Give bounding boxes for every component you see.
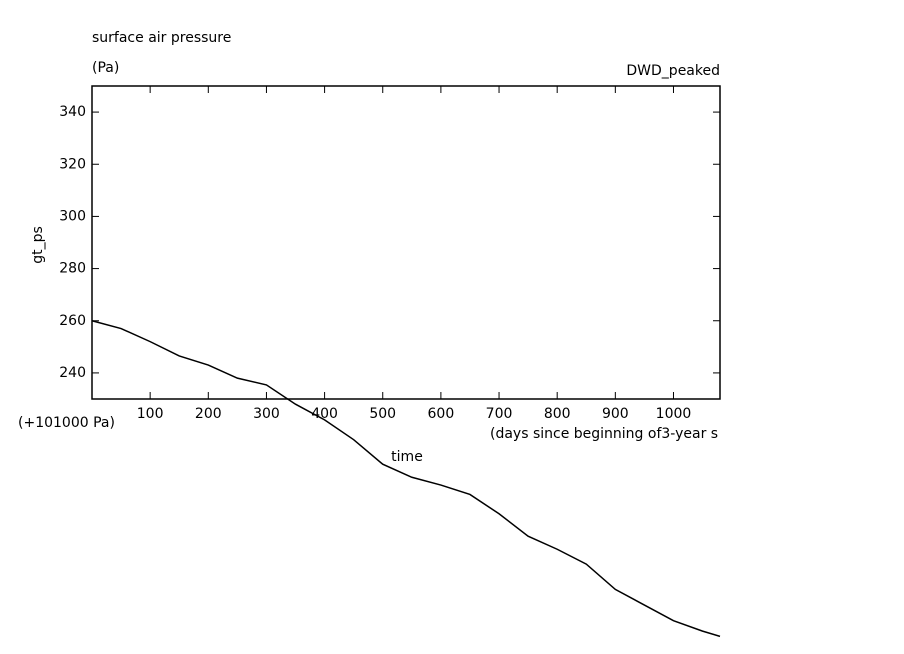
y-tick-label: 260 bbox=[59, 313, 86, 329]
x-tick-label: 700 bbox=[486, 406, 513, 422]
y-tick-label: 300 bbox=[59, 208, 86, 224]
x-tick-label: 800 bbox=[544, 406, 571, 422]
y-tick-label: 280 bbox=[59, 261, 86, 277]
units: (Pa) bbox=[92, 60, 119, 76]
x-tick-label: 100 bbox=[137, 406, 164, 422]
x-tick-label: 300 bbox=[253, 406, 280, 422]
plot-frame bbox=[91, 85, 721, 400]
data-line bbox=[91, 320, 721, 638]
experiment: DWD_peaked bbox=[626, 63, 720, 79]
x-tick-label: 200 bbox=[195, 406, 222, 422]
y-tick-label: 320 bbox=[59, 156, 86, 172]
offset-label: (+101000 Pa) bbox=[18, 415, 115, 431]
chart-title: surface air pressure bbox=[92, 30, 231, 46]
x-tick-label: 400 bbox=[311, 406, 338, 422]
x-tick-label: 900 bbox=[602, 406, 629, 422]
y-axis-label: gt_ps bbox=[30, 226, 46, 264]
x-units: (days since beginning of3-year s bbox=[490, 426, 718, 442]
y-tick-label: 240 bbox=[59, 365, 86, 381]
x-tick-label: 600 bbox=[428, 406, 455, 422]
y-tick-label: 340 bbox=[59, 104, 86, 120]
x-axis-label: time bbox=[391, 449, 423, 465]
x-tick-label: 1000 bbox=[656, 406, 692, 422]
x-tick-label: 500 bbox=[369, 406, 396, 422]
